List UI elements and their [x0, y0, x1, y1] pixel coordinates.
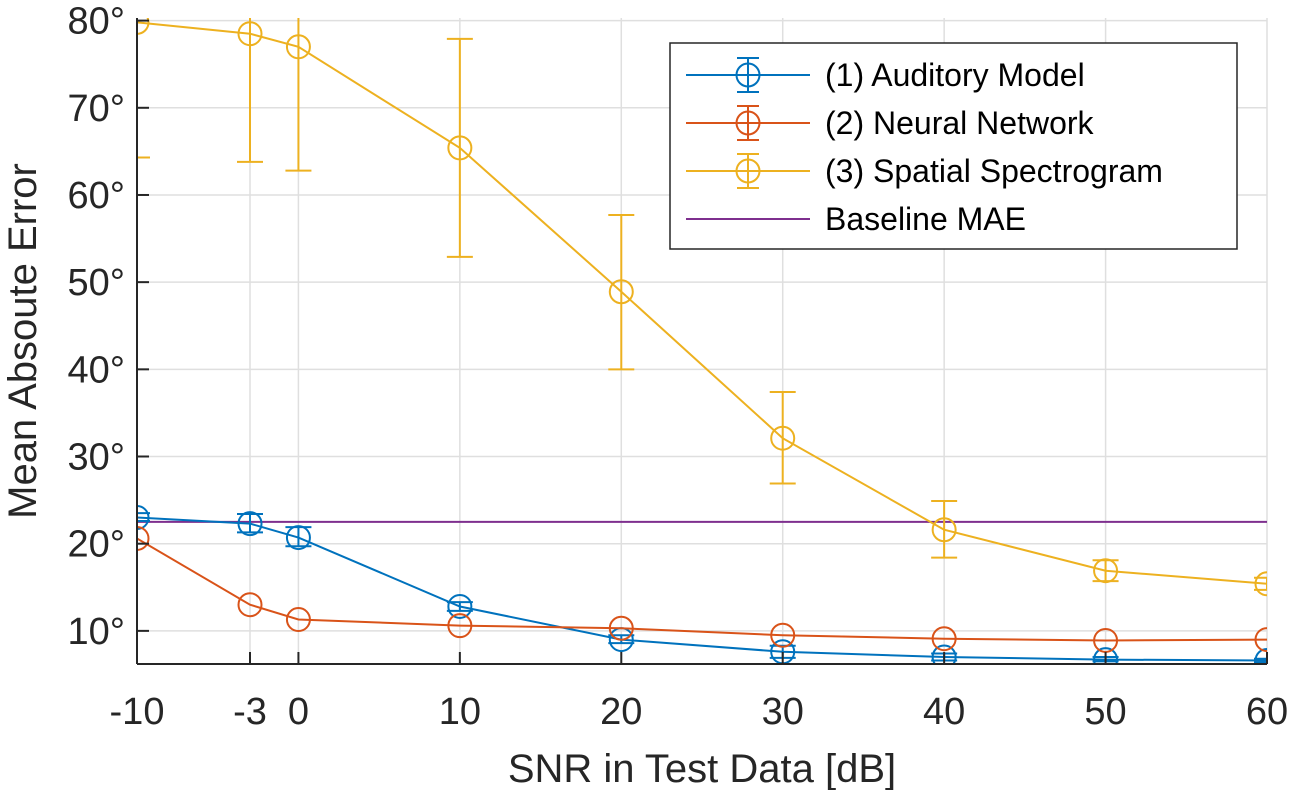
data-point: [237, 21, 263, 47]
data-point: [137, 525, 150, 551]
x-axis-title: SNR in Test Data [dB]: [508, 747, 896, 790]
data-point: [1093, 647, 1119, 664]
data-point: [770, 622, 796, 648]
data-point: [770, 425, 796, 451]
series-line-2-neural-network: [137, 537, 1267, 642]
legend-label-2-neural-network: (2) Neural Network: [825, 105, 1095, 141]
x-tick-label: 30: [762, 691, 804, 733]
y-axis-title: Mean Absoute Error: [1, 163, 45, 519]
x-tick-label: 50: [1084, 691, 1126, 733]
legend-marker: [735, 110, 761, 136]
data-point: [285, 607, 311, 633]
y-tick-label: 30°: [68, 437, 125, 479]
data-point: [1254, 627, 1267, 653]
y-tick-label: 20°: [68, 524, 125, 566]
data-point: [237, 511, 263, 537]
y-tick-label: 50°: [68, 262, 125, 304]
x-tick-label: 0: [288, 691, 309, 733]
data-point: [447, 593, 473, 619]
data-point: [285, 525, 311, 551]
data-point: [1093, 558, 1119, 584]
legend-marker: [735, 158, 761, 184]
x-tick-label: 40: [923, 691, 965, 733]
x-tick-label: -3: [233, 691, 267, 733]
legend: (1) Auditory Model (2) Neural Network (3) …: [669, 42, 1238, 250]
data-point: [447, 135, 473, 161]
y-tick-label: 70°: [68, 88, 125, 130]
data-point: [137, 505, 150, 531]
x-tick-label: 20: [600, 691, 642, 733]
y-tick-label: 10°: [68, 611, 125, 653]
data-point: [1254, 571, 1267, 597]
series-layer: [137, 18, 1267, 664]
data-point: [137, 18, 150, 35]
data-point: [931, 626, 957, 652]
legend-label-3-spatial-spectrogram: (3) Spatial Spectrogram: [825, 153, 1163, 189]
x-tick-label: 60: [1246, 691, 1288, 733]
data-point: [931, 644, 957, 664]
x-tick-label: -10: [110, 691, 165, 733]
legend-marker: [735, 62, 761, 88]
legend-label-1-auditory-model: (1) Auditory Model: [825, 57, 1085, 93]
x-tick-label: 10: [439, 691, 481, 733]
data-point: [237, 592, 263, 618]
data-point: [608, 615, 634, 641]
data-point: [447, 613, 473, 639]
y-tick-label: 60°: [68, 175, 125, 217]
data-point: [931, 517, 957, 543]
axes: [136, 18, 1268, 665]
tick-labels: -10 -3 0 10 20 30 40 50 60 10° 20° 30° 40° 50° 60° 70° 8…: [68, 1, 1289, 733]
data-point: [608, 279, 634, 305]
data-point: [1254, 648, 1267, 664]
y-tick-label: 80°: [68, 1, 125, 43]
y-tick-label: 40°: [68, 349, 125, 391]
legend-box: [669, 42, 1238, 250]
data-point: [285, 34, 311, 60]
legend-label-baseline-mae: Baseline MAE: [825, 201, 1026, 237]
data-point: [1093, 627, 1119, 653]
